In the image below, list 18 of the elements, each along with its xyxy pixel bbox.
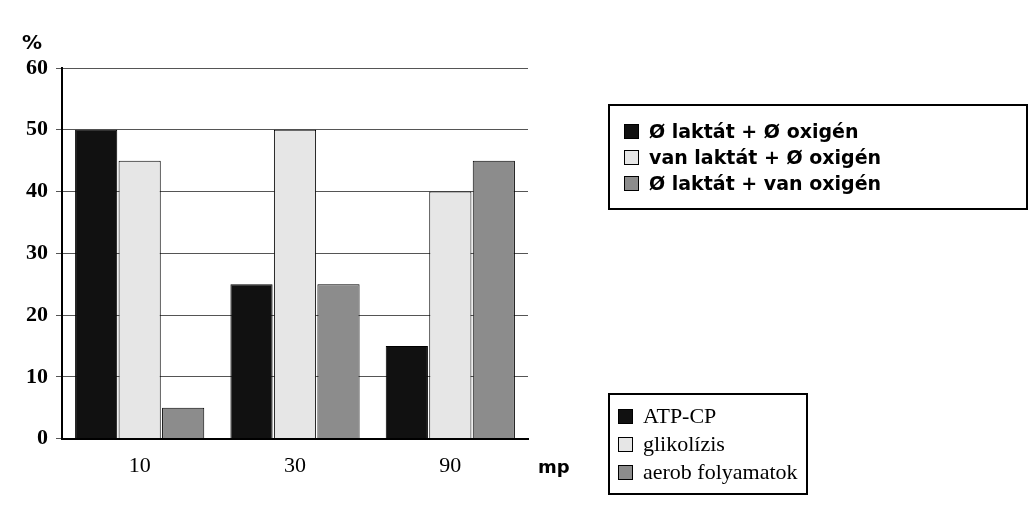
y-tick-label: 10 [26, 362, 48, 388]
y-tick-label: 30 [26, 238, 48, 264]
y-axis-title: % [21, 30, 43, 55]
text: Ø laktát + Ø oxigén [649, 120, 859, 142]
x-axis-title: mp [538, 456, 570, 478]
y-tick-label: 40 [26, 177, 48, 203]
x-tick-label: 10 [128, 451, 151, 477]
legend-label: glikolízis [643, 431, 725, 457]
y-tick-label: 50 [26, 115, 48, 141]
y-tick-label: 60 [26, 53, 48, 79]
y-tick-label: 20 [26, 300, 48, 326]
x-tick-label: 90 [439, 451, 462, 477]
y-tick-label: 0 [37, 424, 48, 450]
legend-label: ATP-CP [643, 403, 717, 429]
text: Ø laktát + van oxigén [649, 172, 882, 194]
text: van laktát + Ø oxigén [649, 146, 882, 168]
legend-label: aerob folyamatok [643, 459, 798, 485]
x-tick-label: 30 [284, 451, 306, 477]
